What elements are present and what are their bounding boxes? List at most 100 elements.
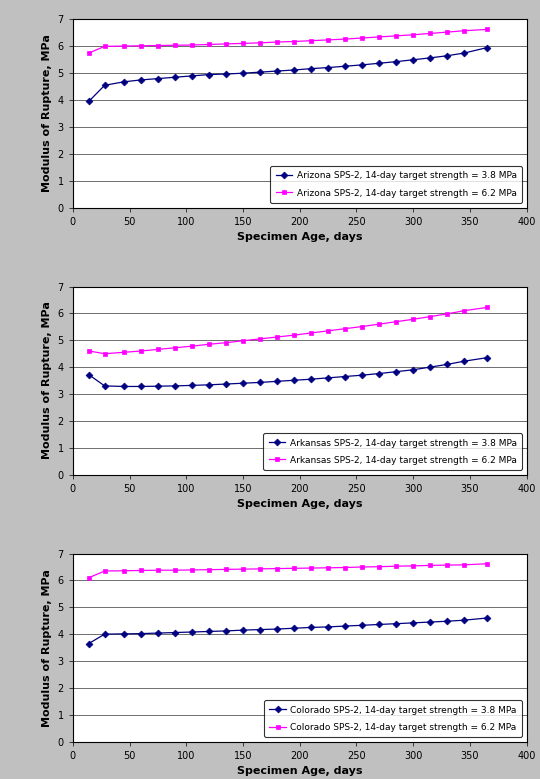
Y-axis label: Modulus of Rupture, MPa: Modulus of Rupture, MPa — [42, 301, 52, 460]
Arizona SPS-2, 14-day target strength = 3.8 MPa — [206, 70, 212, 79]
Arkansas SPS-2, 14-day target strength = 6.2 MPa — [189, 341, 195, 351]
Line: Arizona SPS-2, 14-day target strength = 6.2 MPa: Arizona SPS-2, 14-day target strength = … — [86, 27, 489, 55]
Arizona SPS-2, 14-day target strength = 3.8 MPa — [189, 71, 195, 80]
Arizona SPS-2, 14-day target strength = 6.2 MPa — [325, 35, 332, 44]
Colorado SPS-2, 14-day target strength = 3.8 MPa — [342, 622, 348, 631]
Line: Arkansas SPS-2, 14-day target strength = 3.8 MPa: Arkansas SPS-2, 14-day target strength =… — [86, 355, 489, 389]
Arkansas SPS-2, 14-day target strength = 3.8 MPa — [102, 381, 108, 390]
Colorado SPS-2, 14-day target strength = 6.2 MPa — [427, 561, 434, 570]
Arkansas SPS-2, 14-day target strength = 3.8 MPa — [274, 377, 280, 386]
Arizona SPS-2, 14-day target strength = 3.8 MPa — [240, 69, 246, 78]
Arkansas SPS-2, 14-day target strength = 6.2 MPa — [85, 347, 92, 356]
Colorado SPS-2, 14-day target strength = 6.2 MPa — [461, 560, 468, 569]
Line: Arizona SPS-2, 14-day target strength = 3.8 MPa: Arizona SPS-2, 14-day target strength = … — [86, 45, 489, 104]
Arkansas SPS-2, 14-day target strength = 3.8 MPa — [410, 365, 416, 375]
Arizona SPS-2, 14-day target strength = 3.8 MPa — [274, 66, 280, 76]
Arizona SPS-2, 14-day target strength = 6.2 MPa — [393, 31, 400, 41]
Colorado SPS-2, 14-day target strength = 3.8 MPa — [121, 629, 127, 639]
Arkansas SPS-2, 14-day target strength = 3.8 MPa — [325, 373, 332, 382]
Arkansas SPS-2, 14-day target strength = 3.8 MPa — [376, 369, 382, 379]
Colorado SPS-2, 14-day target strength = 3.8 MPa — [461, 615, 468, 625]
Arizona SPS-2, 14-day target strength = 3.8 MPa — [325, 63, 332, 72]
Colorado SPS-2, 14-day target strength = 3.8 MPa — [274, 625, 280, 634]
Arkansas SPS-2, 14-day target strength = 6.2 MPa — [240, 336, 246, 345]
X-axis label: Specimen Age, days: Specimen Age, days — [237, 499, 362, 509]
Colorado SPS-2, 14-day target strength = 3.8 MPa — [291, 623, 298, 633]
Colorado SPS-2, 14-day target strength = 6.2 MPa — [444, 560, 450, 569]
Arkansas SPS-2, 14-day target strength = 3.8 MPa — [206, 380, 212, 390]
Arizona SPS-2, 14-day target strength = 3.8 MPa — [484, 43, 490, 52]
Arizona SPS-2, 14-day target strength = 3.8 MPa — [102, 80, 108, 90]
Arkansas SPS-2, 14-day target strength = 6.2 MPa — [342, 324, 348, 333]
Arizona SPS-2, 14-day target strength = 6.2 MPa — [85, 48, 92, 58]
Colorado SPS-2, 14-day target strength = 6.2 MPa — [85, 573, 92, 583]
Arkansas SPS-2, 14-day target strength = 6.2 MPa — [308, 328, 314, 337]
Arkansas SPS-2, 14-day target strength = 6.2 MPa — [155, 344, 161, 354]
Arizona SPS-2, 14-day target strength = 3.8 MPa — [291, 65, 298, 75]
Colorado SPS-2, 14-day target strength = 3.8 MPa — [325, 622, 332, 632]
Colorado SPS-2, 14-day target strength = 6.2 MPa — [172, 566, 178, 575]
Arkansas SPS-2, 14-day target strength = 3.8 MPa — [393, 367, 400, 376]
Arkansas SPS-2, 14-day target strength = 3.8 MPa — [461, 357, 468, 366]
Arizona SPS-2, 14-day target strength = 3.8 MPa — [393, 57, 400, 66]
Line: Colorado SPS-2, 14-day target strength = 3.8 MPa: Colorado SPS-2, 14-day target strength =… — [86, 615, 489, 646]
Arizona SPS-2, 14-day target strength = 6.2 MPa — [427, 29, 434, 38]
Arkansas SPS-2, 14-day target strength = 6.2 MPa — [257, 334, 264, 344]
Arkansas SPS-2, 14-day target strength = 6.2 MPa — [410, 315, 416, 324]
Arkansas SPS-2, 14-day target strength = 3.8 MPa — [342, 372, 348, 381]
Arizona SPS-2, 14-day target strength = 6.2 MPa — [461, 26, 468, 35]
Arizona SPS-2, 14-day target strength = 3.8 MPa — [410, 55, 416, 65]
Arizona SPS-2, 14-day target strength = 3.8 MPa — [427, 53, 434, 62]
Colorado SPS-2, 14-day target strength = 6.2 MPa — [291, 564, 298, 573]
Arizona SPS-2, 14-day target strength = 3.8 MPa — [85, 97, 92, 106]
Colorado SPS-2, 14-day target strength = 6.2 MPa — [206, 565, 212, 574]
Arizona SPS-2, 14-day target strength = 6.2 MPa — [308, 36, 314, 45]
Colorado SPS-2, 14-day target strength = 6.2 MPa — [308, 563, 314, 573]
Arkansas SPS-2, 14-day target strength = 6.2 MPa — [102, 349, 108, 358]
Colorado SPS-2, 14-day target strength = 3.8 MPa — [376, 620, 382, 629]
Arizona SPS-2, 14-day target strength = 3.8 MPa — [444, 51, 450, 61]
Colorado SPS-2, 14-day target strength = 3.8 MPa — [138, 629, 144, 638]
Arizona SPS-2, 14-day target strength = 3.8 MPa — [223, 69, 230, 79]
Arizona SPS-2, 14-day target strength = 6.2 MPa — [138, 41, 144, 51]
Y-axis label: Modulus of Rupture, MPa: Modulus of Rupture, MPa — [42, 34, 52, 192]
Arizona SPS-2, 14-day target strength = 6.2 MPa — [155, 41, 161, 50]
Arkansas SPS-2, 14-day target strength = 6.2 MPa — [325, 326, 332, 336]
Arizona SPS-2, 14-day target strength = 6.2 MPa — [257, 38, 264, 48]
X-axis label: Specimen Age, days: Specimen Age, days — [237, 767, 362, 776]
Arkansas SPS-2, 14-day target strength = 6.2 MPa — [274, 333, 280, 342]
Arkansas SPS-2, 14-day target strength = 3.8 MPa — [223, 379, 230, 389]
Arizona SPS-2, 14-day target strength = 6.2 MPa — [410, 30, 416, 40]
Arizona SPS-2, 14-day target strength = 3.8 MPa — [138, 76, 144, 85]
Arizona SPS-2, 14-day target strength = 3.8 MPa — [172, 72, 178, 82]
Arkansas SPS-2, 14-day target strength = 6.2 MPa — [223, 338, 230, 347]
Colorado SPS-2, 14-day target strength = 3.8 MPa — [206, 627, 212, 636]
Colorado SPS-2, 14-day target strength = 6.2 MPa — [359, 562, 366, 572]
Legend: Arkansas SPS-2, 14-day target strength = 3.8 MPa, Arkansas SPS-2, 14-day target : Arkansas SPS-2, 14-day target strength =… — [264, 433, 522, 470]
Colorado SPS-2, 14-day target strength = 3.8 MPa — [444, 616, 450, 626]
Arkansas SPS-2, 14-day target strength = 3.8 MPa — [484, 353, 490, 362]
Arkansas SPS-2, 14-day target strength = 6.2 MPa — [291, 330, 298, 340]
Colorado SPS-2, 14-day target strength = 6.2 MPa — [240, 565, 246, 574]
Colorado SPS-2, 14-day target strength = 3.8 MPa — [359, 621, 366, 630]
Arizona SPS-2, 14-day target strength = 6.2 MPa — [121, 41, 127, 51]
Arizona SPS-2, 14-day target strength = 3.8 MPa — [155, 74, 161, 83]
Colorado SPS-2, 14-day target strength = 3.8 MPa — [85, 639, 92, 648]
Arizona SPS-2, 14-day target strength = 3.8 MPa — [257, 68, 264, 77]
Arkansas SPS-2, 14-day target strength = 6.2 MPa — [359, 322, 366, 331]
X-axis label: Specimen Age, days: Specimen Age, days — [237, 232, 362, 242]
Arkansas SPS-2, 14-day target strength = 6.2 MPa — [484, 303, 490, 312]
Arkansas SPS-2, 14-day target strength = 6.2 MPa — [206, 340, 212, 349]
Arkansas SPS-2, 14-day target strength = 6.2 MPa — [121, 347, 127, 357]
Colorado SPS-2, 14-day target strength = 6.2 MPa — [274, 564, 280, 573]
Colorado SPS-2, 14-day target strength = 6.2 MPa — [257, 564, 264, 573]
Legend: Arizona SPS-2, 14-day target strength = 3.8 MPa, Arizona SPS-2, 14-day target st: Arizona SPS-2, 14-day target strength = … — [271, 166, 522, 203]
Arkansas SPS-2, 14-day target strength = 6.2 MPa — [172, 343, 178, 352]
Colorado SPS-2, 14-day target strength = 3.8 MPa — [102, 629, 108, 639]
Arizona SPS-2, 14-day target strength = 6.2 MPa — [291, 37, 298, 46]
Colorado SPS-2, 14-day target strength = 6.2 MPa — [376, 562, 382, 571]
Colorado SPS-2, 14-day target strength = 6.2 MPa — [138, 566, 144, 575]
Arkansas SPS-2, 14-day target strength = 3.8 MPa — [257, 378, 264, 387]
Colorado SPS-2, 14-day target strength = 6.2 MPa — [102, 566, 108, 576]
Colorado SPS-2, 14-day target strength = 3.8 MPa — [189, 627, 195, 636]
